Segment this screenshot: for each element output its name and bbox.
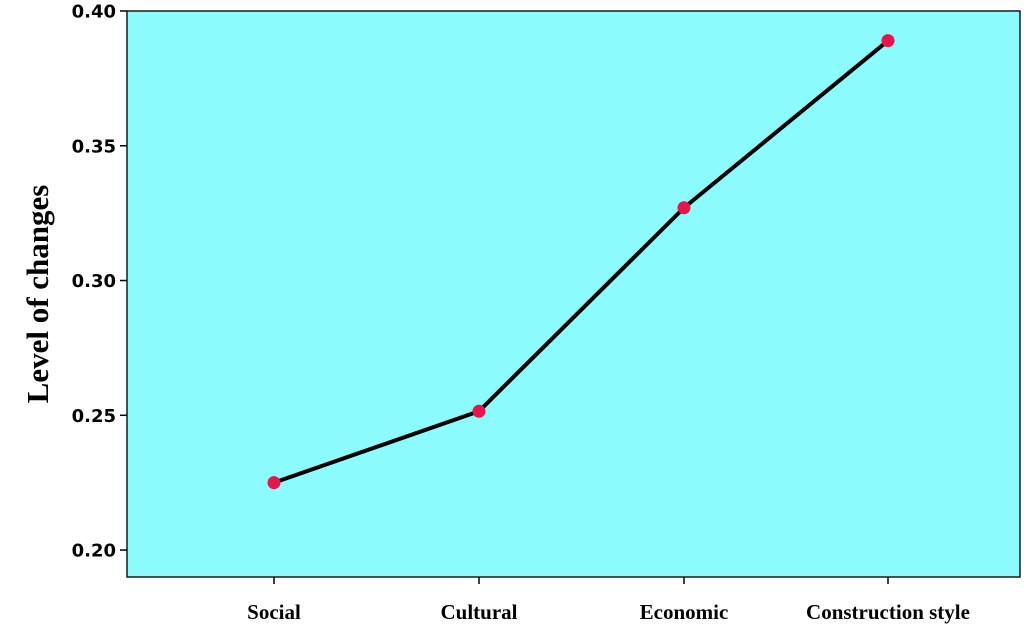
series-line — [272, 38, 890, 485]
y-tick-label: 0.35 — [72, 136, 116, 157]
x-axis: Social Cultural Economic Construction style — [247, 577, 970, 624]
series-layer — [267, 34, 895, 490]
y-tick-label: 0.40 — [72, 2, 116, 23]
plot-panel — [126, 10, 1021, 578]
x-tick-label: Cultural — [440, 600, 517, 624]
data-point-social — [267, 476, 281, 490]
x-tick-label: Construction style — [806, 600, 970, 624]
data-point-cultural — [472, 404, 486, 418]
data-point-construction-style — [881, 34, 895, 48]
y-tick-label: 0.25 — [72, 406, 116, 427]
data-point-economic — [677, 201, 691, 215]
y-tick-label: 0.30 — [72, 271, 116, 292]
x-tick-label: Social — [247, 600, 301, 624]
y-axis: 0.20 0.25 0.30 0.35 0.40 — [72, 2, 127, 562]
y-axis-label: Level of changes — [20, 185, 55, 404]
y-tick-label: 0.20 — [72, 541, 116, 562]
x-tick-label: Economic — [640, 600, 729, 624]
